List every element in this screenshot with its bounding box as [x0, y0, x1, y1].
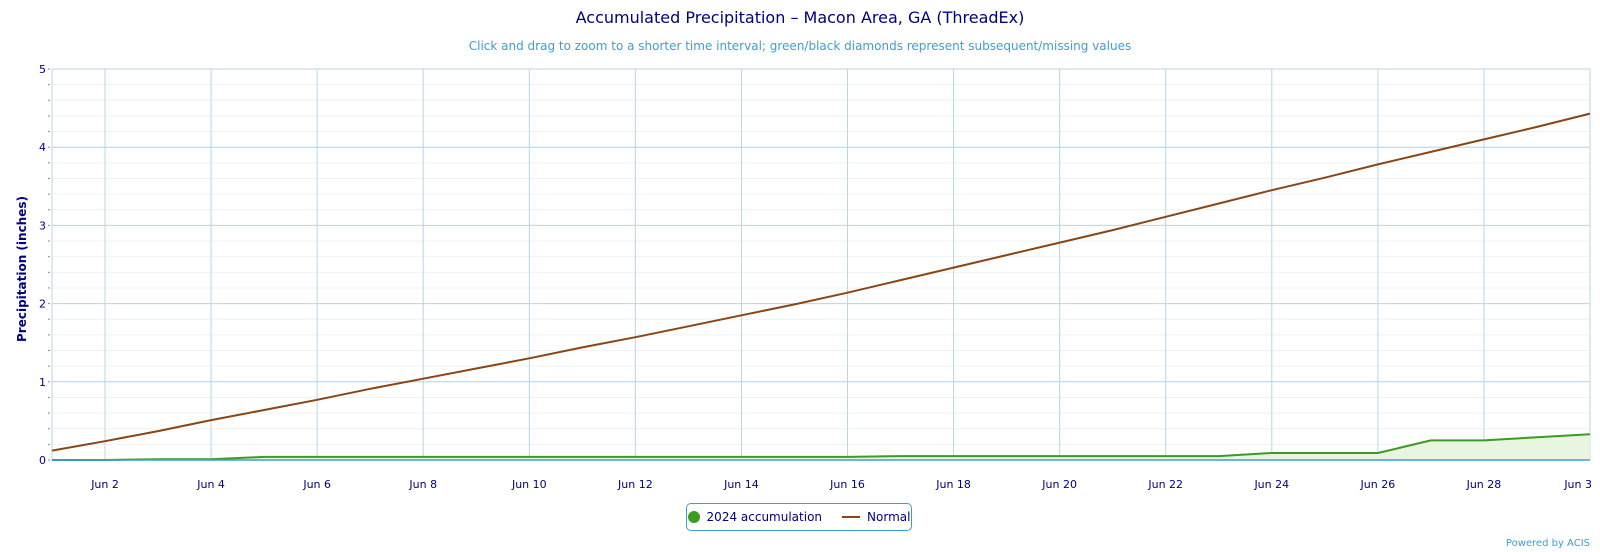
line-layer [51, 112, 1591, 461]
x-tick-label: Jun 22 [1147, 478, 1183, 491]
y-tick-label: 4 [39, 141, 46, 154]
y-tick-label: 0 [39, 454, 46, 467]
x-tick-label: Jun 26 [1360, 478, 1396, 491]
legend-item-normal[interactable]: Normal [842, 510, 910, 524]
legend-label-2024: 2024 accumulation [706, 510, 823, 524]
credit-link[interactable]: Powered by ACIS [1505, 538, 1590, 549]
area-layer [52, 434, 1590, 460]
y-axis: 0 1 2 3 4 5 [39, 63, 46, 467]
x-tick-label: Jun 8 [408, 478, 437, 491]
series-line-normal[interactable] [51, 112, 1591, 452]
x-axis: Jun 2 Jun 4 Jun 6 Jun 8 Jun 10 Jun 12 Jun 14 Ju… [52, 459, 1592, 491]
chart-title: Accumulated Precipitation – Macon Area, … [575, 8, 1025, 27]
y-axis-title: Precipitation (inches) [15, 196, 29, 342]
x-tick-label: Jun 14 [723, 478, 759, 491]
x-tick-label: Jun 3 [1563, 478, 1592, 491]
x-tick-label: Jun 18 [935, 478, 971, 491]
y-tick-label: 3 [39, 219, 46, 232]
legend: 2024 accumulation Normal [686, 503, 912, 531]
chart-subtitle: Click and drag to zoom to a shorter time… [468, 39, 1132, 53]
green-dot-icon [687, 511, 700, 523]
x-tick-label: Jun 2 [90, 478, 119, 491]
x-tick-label: Jun 6 [302, 478, 331, 491]
series-line-2024[interactable] [52, 433, 1591, 461]
x-tick-label: Jun 4 [196, 478, 225, 491]
x-tick-label: Jun 24 [1253, 478, 1289, 491]
x-tick-label: Jun 10 [511, 478, 547, 491]
x-tick-label: Jun 20 [1041, 478, 1077, 491]
x-tick-label: Jun 28 [1466, 478, 1502, 491]
y-tick-label: 1 [39, 376, 46, 389]
x-tick-label: Jun 12 [617, 478, 653, 491]
x-tick-label: Jun 16 [829, 478, 865, 491]
legend-item-2024[interactable]: 2024 accumulation [687, 510, 823, 524]
y-tick-label: 5 [39, 63, 46, 76]
grid [48, 68, 1591, 461]
chart-plot[interactable]: Jun 2 Jun 4 Jun 6 Jun 8 Jun 10 Jun 12 Jun 14 Ju… [0, 0, 1600, 500]
brown-line-icon [842, 516, 861, 518]
area-0 [52, 434, 1590, 460]
y-tick-label: 2 [39, 298, 46, 311]
legend-label-normal: Normal [867, 510, 911, 524]
